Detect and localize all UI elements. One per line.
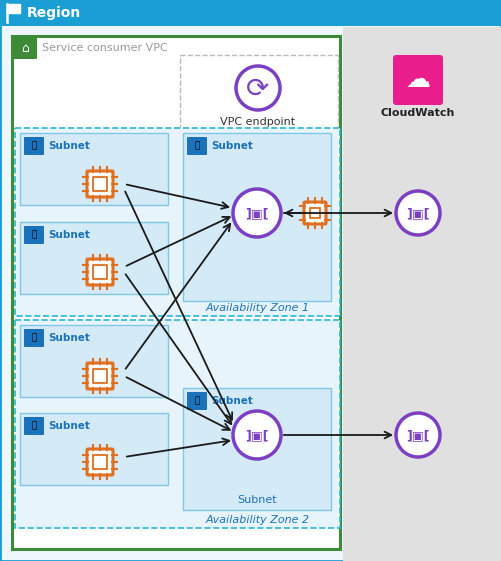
Text: 🔒: 🔒 — [194, 397, 200, 406]
FancyBboxPatch shape — [187, 137, 207, 155]
Text: Subnet: Subnet — [48, 333, 90, 343]
FancyBboxPatch shape — [24, 417, 44, 435]
Bar — [93, 455, 107, 469]
Text: Service consumer VPC: Service consumer VPC — [42, 43, 168, 53]
Text: Subnet: Subnet — [211, 396, 253, 406]
FancyBboxPatch shape — [87, 363, 113, 389]
Bar — [20, 133, 168, 205]
Text: Subnet: Subnet — [48, 230, 90, 240]
Bar — [20, 413, 168, 485]
Circle shape — [233, 411, 281, 459]
Bar — [310, 208, 320, 218]
Bar — [93, 265, 107, 279]
FancyBboxPatch shape — [87, 259, 113, 285]
Bar — [15, 320, 340, 528]
Polygon shape — [7, 4, 20, 13]
Bar — [180, 55, 338, 133]
FancyBboxPatch shape — [87, 449, 113, 475]
Text: ]▣[: ]▣[ — [245, 430, 269, 443]
FancyBboxPatch shape — [24, 329, 44, 347]
Text: Region: Region — [27, 6, 81, 20]
Text: CloudWatch: CloudWatch — [381, 108, 455, 118]
FancyBboxPatch shape — [13, 37, 37, 59]
FancyBboxPatch shape — [187, 392, 207, 410]
Bar — [183, 388, 331, 510]
Bar — [0, 0, 501, 26]
Text: 🔒: 🔒 — [31, 421, 37, 430]
Text: ]▣[: ]▣[ — [406, 208, 430, 220]
Circle shape — [396, 413, 440, 457]
Text: Subnet: Subnet — [211, 141, 253, 151]
Text: ]▣[: ]▣[ — [245, 208, 269, 220]
Circle shape — [236, 66, 280, 110]
Text: ☁: ☁ — [405, 68, 430, 92]
Bar — [93, 369, 107, 383]
Text: 🔒: 🔒 — [194, 141, 200, 150]
Text: ⟳: ⟳ — [246, 75, 270, 103]
Bar — [183, 133, 331, 301]
FancyBboxPatch shape — [24, 226, 44, 244]
Text: Subnet: Subnet — [48, 141, 90, 151]
Text: 🔒: 🔒 — [31, 141, 37, 150]
Text: ⌂: ⌂ — [21, 42, 29, 54]
Bar — [12, 36, 340, 549]
Text: VPC endpoint: VPC endpoint — [220, 117, 296, 127]
Text: 🔒: 🔒 — [31, 333, 37, 343]
Bar — [93, 177, 107, 191]
Text: Subnet: Subnet — [48, 421, 90, 431]
FancyBboxPatch shape — [87, 171, 113, 197]
Text: Availability Zone 2: Availability Zone 2 — [206, 515, 310, 525]
Text: Availability Zone 1: Availability Zone 1 — [206, 303, 310, 313]
Circle shape — [233, 189, 281, 237]
Text: 🔒: 🔒 — [31, 231, 37, 240]
Text: ]▣[: ]▣[ — [406, 430, 430, 443]
Bar — [15, 128, 340, 316]
FancyBboxPatch shape — [393, 55, 443, 105]
Bar — [20, 325, 168, 397]
Text: Subnet: Subnet — [237, 495, 277, 505]
Bar — [343, 27, 501, 561]
FancyBboxPatch shape — [24, 137, 44, 155]
Circle shape — [396, 191, 440, 235]
Bar — [20, 222, 168, 294]
FancyBboxPatch shape — [304, 202, 326, 224]
